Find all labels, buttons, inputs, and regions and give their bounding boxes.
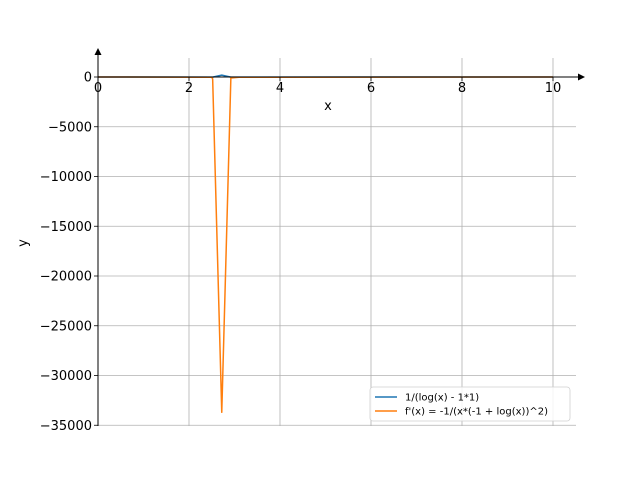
x-tick-label: 10 [545,81,562,96]
x-axis-label: x [324,99,332,114]
y-axis-arrow-icon [94,48,102,55]
legend-entry-label: 1/(log(x) - 1*1) [405,393,479,404]
legend-entry-label: f'(x) = -1/(x*(-1 + log(x))^2) [405,407,548,418]
y-tick-label: −20000 [40,270,92,285]
y-tick-label: −30000 [40,369,92,384]
y-tick-label: −15000 [40,220,92,235]
x-tick-label: 8 [458,81,466,96]
y-axis-label: y [16,239,31,247]
grid [98,58,576,426]
x-axis-arrow-icon [578,73,585,81]
axes [94,48,585,426]
y-tick-label: −10000 [40,170,92,185]
x-tick-label: 2 [185,81,193,96]
y-tick-label: 0 [84,71,92,86]
legend: 1/(log(x) - 1*1) f'(x) = -1/(x*(-1 + log(… [369,386,571,422]
x-tick-label: 6 [367,81,375,96]
x-tick-label: 4 [276,81,284,96]
y-tick-label: −35000 [40,419,92,434]
y-tick-label: −5000 [48,120,92,135]
ticks: 0 2 4 6 8 10 0 −5000 −10000 −15000 −20000 −25000 −30… [40,71,562,434]
series-line [97,76,554,414]
series-lines [97,74,554,414]
legend-frame [369,386,571,422]
y-tick-label: −25000 [40,319,92,334]
x-tick-label: 0 [94,81,102,96]
